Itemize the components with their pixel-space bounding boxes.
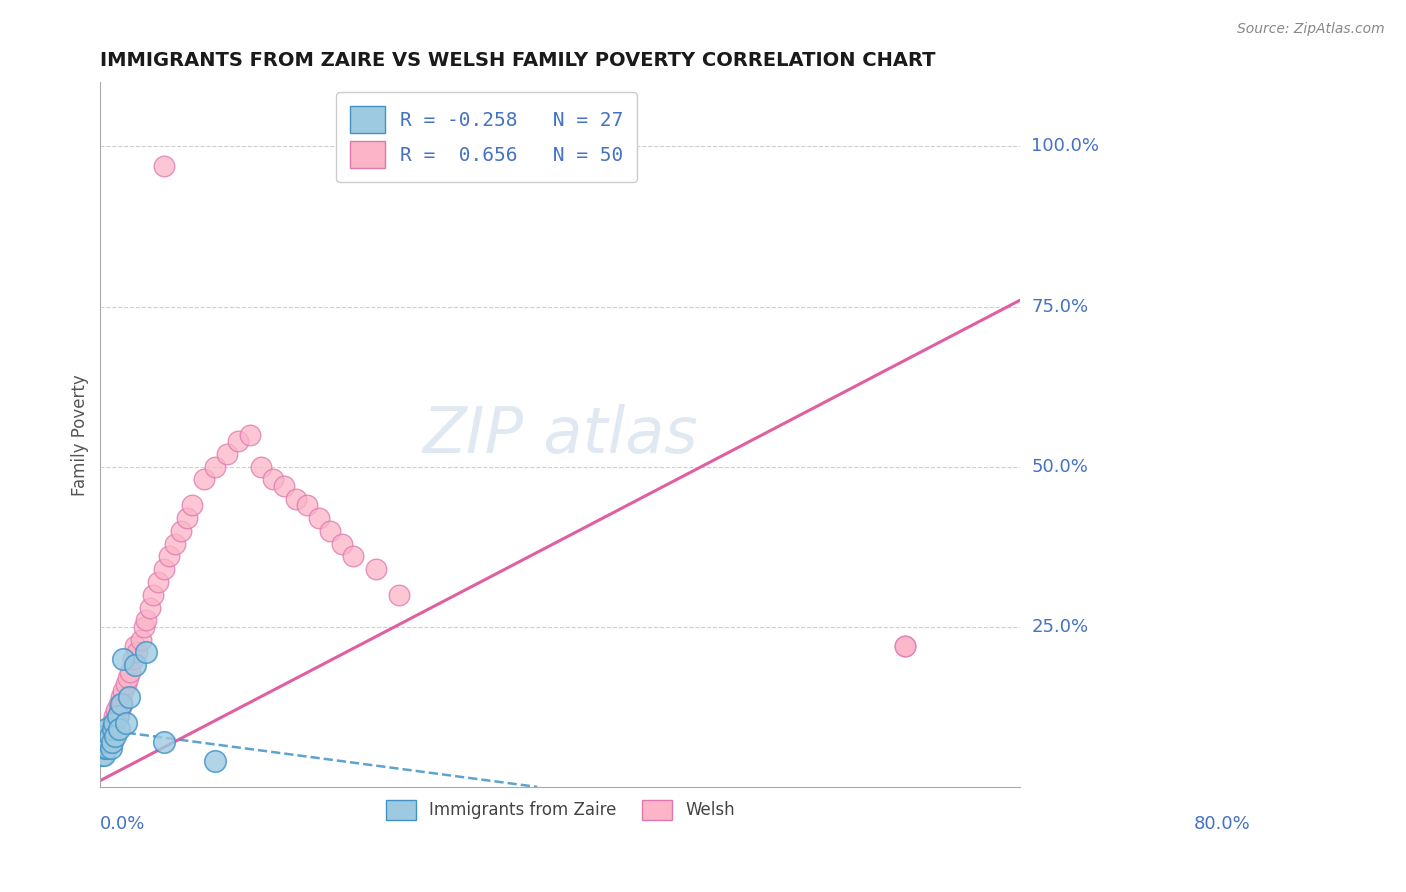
- Point: [107, 709, 129, 723]
- Point: [297, 498, 319, 512]
- Point: [135, 614, 157, 628]
- Point: [108, 703, 131, 717]
- Point: [105, 703, 128, 717]
- Point: [894, 639, 917, 653]
- Point: [120, 665, 142, 679]
- Point: [330, 536, 353, 550]
- Text: 0.0%: 0.0%: [100, 815, 146, 833]
- Point: [107, 709, 129, 723]
- Point: [104, 715, 127, 730]
- Point: [157, 549, 180, 564]
- Point: [94, 741, 117, 756]
- Point: [228, 434, 250, 448]
- Point: [100, 723, 122, 737]
- Point: [193, 473, 215, 487]
- Text: Source: ZipAtlas.com: Source: ZipAtlas.com: [1237, 22, 1385, 37]
- Point: [146, 574, 169, 589]
- Point: [101, 723, 124, 737]
- Point: [129, 632, 152, 647]
- Point: [127, 645, 149, 659]
- Point: [319, 524, 342, 538]
- Point: [124, 639, 146, 653]
- Point: [96, 741, 118, 756]
- Point: [170, 524, 193, 538]
- Point: [139, 600, 162, 615]
- Point: [132, 620, 155, 634]
- Point: [98, 729, 121, 743]
- Text: 25.0%: 25.0%: [1031, 618, 1088, 636]
- Point: [110, 690, 132, 705]
- Point: [121, 652, 143, 666]
- Point: [284, 491, 307, 506]
- Point: [101, 723, 124, 737]
- Point: [111, 697, 134, 711]
- Point: [118, 690, 141, 705]
- Point: [114, 677, 136, 691]
- Text: ZIP atlas: ZIP atlas: [422, 404, 697, 466]
- Point: [894, 639, 917, 653]
- Point: [165, 536, 187, 550]
- Point: [152, 735, 174, 749]
- Point: [94, 741, 117, 756]
- Point: [204, 459, 226, 474]
- Point: [94, 729, 117, 743]
- Point: [112, 683, 135, 698]
- Point: [98, 729, 121, 743]
- Point: [97, 735, 120, 749]
- Legend: Immigrants from Zaire, Welsh: Immigrants from Zaire, Welsh: [378, 792, 742, 828]
- Point: [100, 741, 122, 756]
- Point: [110, 697, 132, 711]
- Point: [124, 658, 146, 673]
- Text: 50.0%: 50.0%: [1031, 458, 1088, 475]
- Point: [204, 754, 226, 768]
- Point: [366, 562, 388, 576]
- Point: [90, 747, 112, 762]
- Point: [104, 729, 127, 743]
- Point: [114, 715, 136, 730]
- Point: [152, 562, 174, 576]
- Point: [103, 709, 125, 723]
- Point: [239, 427, 262, 442]
- Point: [91, 741, 114, 756]
- Point: [388, 588, 411, 602]
- Text: IMMIGRANTS FROM ZAIRE VS WELSH FAMILY POVERTY CORRELATION CHART: IMMIGRANTS FROM ZAIRE VS WELSH FAMILY PO…: [100, 51, 936, 70]
- Point: [101, 715, 124, 730]
- Point: [94, 735, 117, 749]
- Point: [262, 473, 284, 487]
- Point: [93, 735, 115, 749]
- Point: [93, 747, 115, 762]
- Text: 80.0%: 80.0%: [1194, 815, 1250, 833]
- Point: [96, 735, 118, 749]
- Point: [250, 459, 273, 474]
- Point: [91, 729, 114, 743]
- Point: [152, 159, 174, 173]
- Point: [176, 511, 198, 525]
- Point: [107, 697, 129, 711]
- Point: [94, 723, 117, 737]
- Point: [117, 671, 139, 685]
- Text: 100.0%: 100.0%: [1031, 137, 1099, 155]
- Point: [135, 645, 157, 659]
- Text: 75.0%: 75.0%: [1031, 298, 1088, 316]
- Point: [308, 511, 330, 525]
- Point: [181, 498, 204, 512]
- Point: [103, 715, 125, 730]
- Point: [101, 735, 124, 749]
- Point: [342, 549, 364, 564]
- Point: [215, 447, 238, 461]
- Point: [107, 723, 129, 737]
- Point: [273, 479, 295, 493]
- Y-axis label: Family Poverty: Family Poverty: [72, 374, 89, 496]
- Point: [112, 652, 135, 666]
- Point: [142, 588, 165, 602]
